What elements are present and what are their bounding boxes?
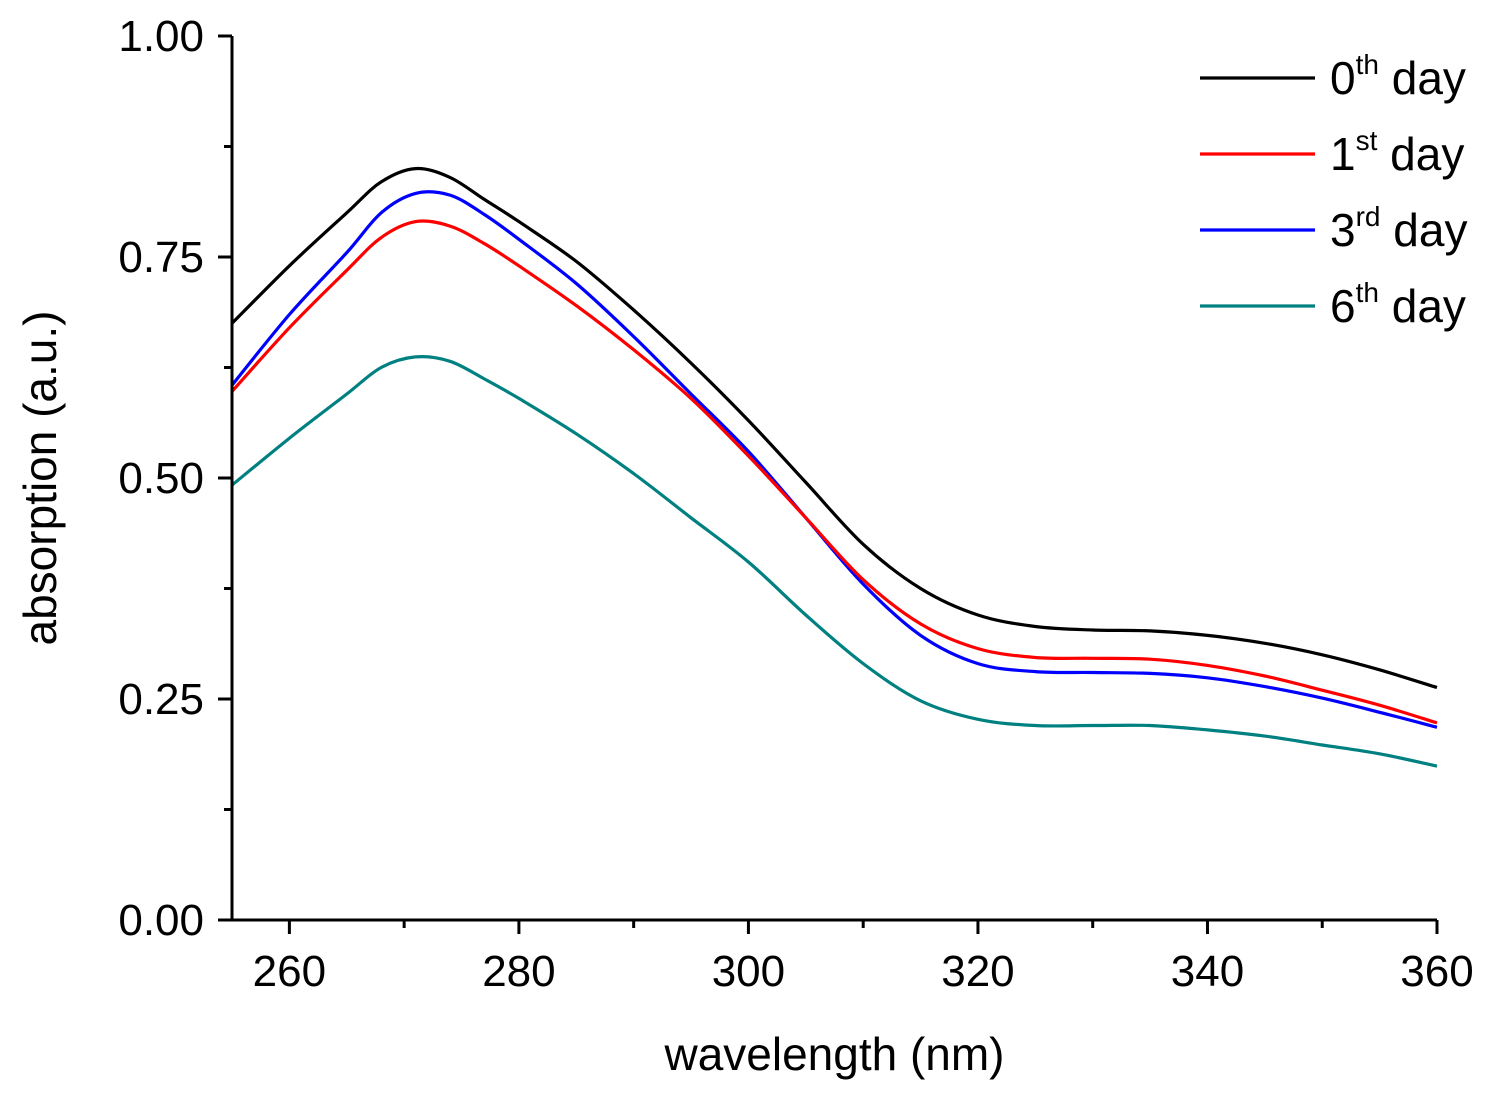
series-layer xyxy=(230,166,1438,768)
x-tick-label-260: 260 xyxy=(253,947,326,996)
y-axis-title: absorption (a.u.) xyxy=(14,311,66,646)
x-tick-label-320: 320 xyxy=(941,947,1014,996)
x-tick-label-280: 280 xyxy=(482,947,555,996)
legend-item-6th-day: 6th day xyxy=(1200,277,1466,332)
legend-item-3rd-day: 3rd day xyxy=(1200,201,1467,256)
legend-item-0th-day: 0th day xyxy=(1200,49,1466,104)
legend-label-3rd-day: 3rd day xyxy=(1330,201,1467,256)
y-tick-label-3: 0.75 xyxy=(118,233,204,282)
y-tick-label-0: 0.00 xyxy=(118,896,204,945)
x-axis-title: wavelength (nm) xyxy=(663,1028,1004,1080)
legend: 0th day 1st day 3rd day 6th day xyxy=(1200,49,1467,332)
x-tick-label-300: 300 xyxy=(712,947,785,996)
legend-item-1st-day: 1st day xyxy=(1200,125,1464,180)
series-line-6th-day xyxy=(230,355,1438,768)
x-tick-label-360: 360 xyxy=(1400,947,1473,996)
legend-label-1st-day: 1st day xyxy=(1330,125,1464,180)
series-line-1st-day xyxy=(230,219,1438,725)
y-tick-label-2: 0.50 xyxy=(118,454,204,503)
tick-layer: 260 280 300 320 340 360 0.00 0.25 0.50 0.75 1.00 xyxy=(118,12,1473,996)
legend-label-0th-day: 0th day xyxy=(1330,49,1466,104)
series-line-0th-day xyxy=(230,166,1438,690)
y-tick-label-4: 1.00 xyxy=(118,12,204,61)
x-tick-label-340: 340 xyxy=(1171,947,1244,996)
y-tick-label-1: 0.25 xyxy=(118,675,204,724)
legend-label-6th-day: 6th day xyxy=(1330,277,1466,332)
series-line-3rd-day xyxy=(230,190,1438,729)
